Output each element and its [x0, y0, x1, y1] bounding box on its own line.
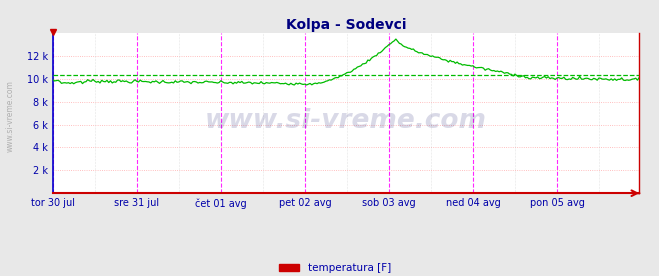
Legend: temperatura [F], pretok [čevelj3/min]: temperatura [F], pretok [čevelj3/min] — [274, 259, 418, 276]
Title: Kolpa - Sodevci: Kolpa - Sodevci — [286, 18, 406, 32]
Text: www.si-vreme.com: www.si-vreme.com — [205, 108, 487, 134]
Text: www.si-vreme.com: www.si-vreme.com — [5, 80, 14, 152]
